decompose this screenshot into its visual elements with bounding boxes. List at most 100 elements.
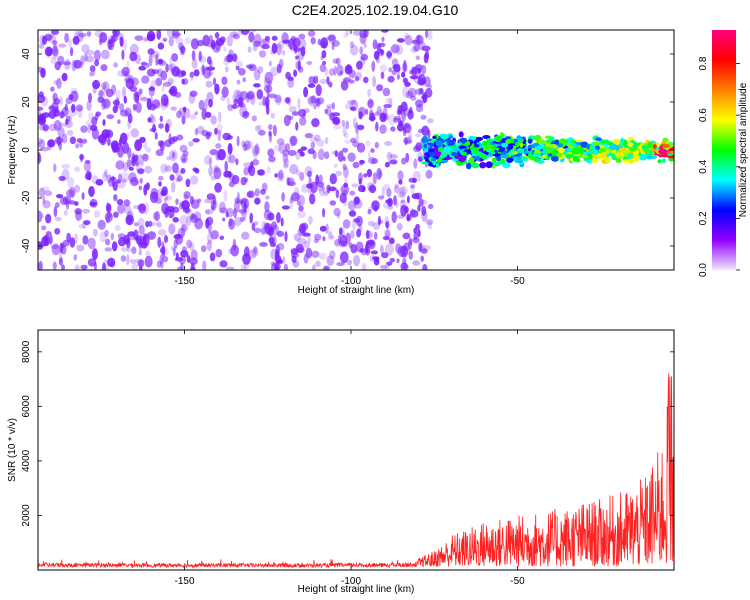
spectrogram-noise-point — [247, 249, 257, 259]
spectrogram-noise-point — [144, 255, 153, 268]
spectrogram-noise-point — [129, 43, 139, 55]
spectrogram-noise-point — [353, 198, 363, 209]
spectrogram-noise-point — [368, 220, 375, 227]
spectrogram-noise-point — [156, 222, 163, 229]
spectrogram-noise-point — [167, 64, 173, 71]
spectrogram-noise-point — [145, 182, 150, 191]
spectrogram-noise-point — [277, 40, 285, 49]
spectrogram-noise-point — [386, 188, 392, 198]
spectrogram-noise-point — [183, 194, 189, 201]
spectrogram-noise-point — [171, 136, 178, 143]
spectrogram-signal-point — [519, 142, 524, 148]
spectrogram-noise-point — [165, 63, 169, 73]
spectrogram-noise-point — [329, 250, 336, 260]
spectrogram-noise-point — [74, 166, 81, 173]
spectrogram-signal-point — [591, 153, 596, 160]
spectrogram-noise-point — [253, 83, 261, 88]
spectrogram-noise-point — [410, 208, 416, 217]
spectrogram-noise-point — [416, 35, 421, 46]
spectrogram-noise-point — [115, 160, 125, 170]
spectrogram-noise-point — [125, 214, 133, 225]
spectrogram-noise-point — [251, 247, 259, 258]
spectrogram-noise-point — [378, 42, 386, 47]
spectrogram-noise-point — [219, 36, 226, 43]
spectrogram-noise-point — [172, 30, 180, 39]
spectrogram-noise-point — [205, 131, 211, 140]
spectrogram-noise-point — [235, 61, 244, 68]
spectrogram-noise-point — [337, 150, 344, 163]
spectrogram-noise-point — [147, 231, 157, 240]
spectrogram-noise-point — [313, 104, 317, 110]
spectrogram-noise-point — [168, 88, 176, 95]
spectrogram-noise-point — [406, 213, 411, 222]
spectrogram-noise-point — [189, 242, 195, 251]
spectrogram-noise-point — [326, 255, 335, 266]
spectrogram-noise-point — [273, 144, 282, 152]
spectrogram-noise-point — [59, 242, 64, 254]
spectrogram-noise-point — [388, 97, 393, 109]
spectrogram-signal-point — [471, 162, 480, 169]
spectrogram-noise-point — [194, 111, 198, 116]
spectrogram-noise-point — [137, 168, 145, 175]
spectrogram-noise-point — [297, 108, 307, 118]
spectrogram-noise-point — [400, 262, 408, 270]
spectrogram-noise-point — [168, 86, 176, 94]
spectrogram-noise-point — [123, 95, 128, 104]
spectrogram-noise-point — [70, 46, 74, 57]
snr-y-tick-label: 4000 — [21, 449, 32, 472]
spectrogram-noise-point — [349, 106, 356, 111]
spectrogram-noise-point — [51, 45, 59, 57]
spectrogram-signal-point — [506, 157, 514, 164]
spectrogram-noise-point — [268, 236, 275, 244]
spectrogram-noise-point — [386, 50, 392, 60]
spectrogram-noise-point — [218, 201, 226, 213]
spectrogram-noise-point — [303, 240, 310, 249]
spectrogram-noise-point — [129, 51, 138, 62]
spectrogram-noise-point — [227, 143, 233, 155]
spectrogram-signal-point — [542, 149, 549, 155]
spectrogram-noise-point — [291, 111, 299, 116]
spectrogram-noise-point — [204, 209, 214, 215]
spectrogram-noise-point — [51, 243, 60, 256]
spectrogram-noise-point — [211, 205, 215, 210]
spectrogram-noise-point — [130, 128, 139, 138]
spectrogram-noise-point — [297, 210, 306, 219]
spectrogram-noise-point — [205, 80, 213, 88]
spectrogram-noise-point — [113, 194, 118, 202]
spectrogram-noise-point — [395, 44, 404, 56]
spectrogram-noise-point — [289, 135, 298, 146]
spectrogram-noise-point — [316, 139, 325, 147]
spectrogram-noise-point — [372, 222, 381, 230]
spectrogram-noise-point — [102, 262, 106, 270]
spectrogram-noise-point — [315, 84, 322, 97]
spectrogram-noise-point — [265, 195, 270, 200]
spectrogram-noise-point — [117, 180, 126, 189]
spectrogram-noise-point — [186, 239, 193, 249]
spectrogram-noise-point — [164, 235, 168, 243]
spectrogram-noise-point — [359, 159, 365, 165]
spectrogram-noise-point — [66, 129, 74, 136]
spectrogram-noise-point — [283, 263, 289, 270]
spectrogram-noise-point — [246, 93, 250, 103]
spectrogram-signal-point — [429, 154, 435, 158]
spectrogram-noise-point — [307, 96, 315, 104]
spectrogram-noise-point — [200, 245, 207, 253]
spectrogram-noise-point — [79, 153, 84, 163]
spectrogram-noise-point — [274, 94, 282, 103]
spectrogram-noise-point — [146, 30, 156, 42]
spectrogram-noise-point — [284, 231, 288, 242]
spectrogram-signal-point — [465, 162, 472, 170]
spectrogram-noise-point — [401, 157, 407, 165]
spectrogram-noise-point — [142, 141, 148, 150]
spectrogram-noise-point — [313, 238, 319, 244]
spectrogram-noise-point — [204, 198, 213, 204]
spectrogram-noise-point — [247, 30, 257, 33]
spectrogram-noise-point — [367, 206, 373, 212]
spectrogram-noise-point — [315, 174, 320, 186]
figure-title: C2E4.2025.102.19.04.G10 — [291, 2, 459, 18]
spectrogram-noise-point — [54, 136, 64, 144]
spectrogram-noise-point — [121, 141, 130, 154]
spectrogram-noise-point — [102, 98, 111, 109]
spectrogram-noise-point — [197, 198, 202, 204]
spectrogram-noise-point — [65, 189, 75, 198]
